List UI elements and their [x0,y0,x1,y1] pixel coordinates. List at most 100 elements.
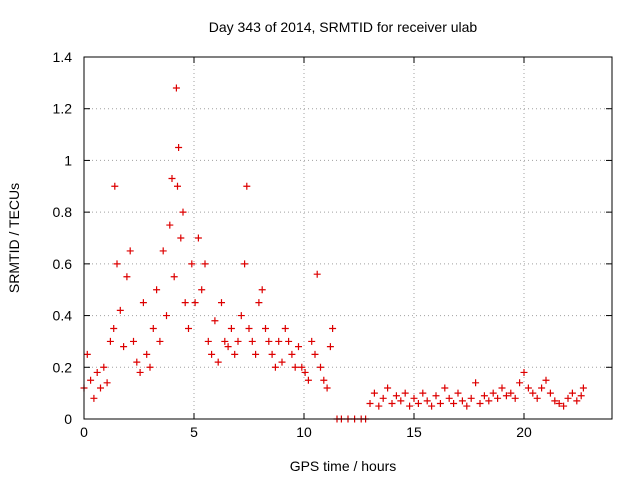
data-point [414,399,422,407]
data-point [143,350,151,358]
data-point [170,273,178,281]
data-point [265,337,273,345]
data-point [397,397,405,405]
data-point [467,394,475,402]
data-point [211,317,219,325]
data-point [234,337,242,345]
data-point [179,208,187,216]
data-point [323,384,331,392]
data-point [555,399,563,407]
data-point [295,343,302,351]
data-point [494,394,502,402]
data-point [546,389,554,397]
data-point [320,376,328,384]
data-point [227,325,235,332]
data-point [255,299,263,307]
data-point [317,363,324,371]
x-tick-label: 10 [296,424,312,440]
data-point [298,363,306,371]
data-point [375,402,383,410]
data-point [560,402,568,410]
data-point [573,397,581,405]
data-point [450,399,458,407]
data-point [268,350,276,358]
data-point [410,394,418,402]
data-point [136,368,144,376]
data-point [388,399,396,407]
data-point [520,368,528,376]
x-tick-label: 0 [80,424,88,440]
data-point [419,389,427,397]
data-point [542,376,550,384]
data-point [111,182,119,190]
data-point [423,397,431,405]
data-point [177,234,185,242]
data-point [476,399,484,407]
data-point [149,325,157,332]
data-point [278,358,286,366]
y-tick-label: 0.6 [53,256,73,272]
data-point [110,325,118,332]
data-point [579,384,587,392]
data-point [163,312,170,320]
data-point [326,343,334,351]
y-tick-label: 0.8 [53,204,73,220]
data-point [194,234,202,242]
data-point [97,384,104,392]
data-point [564,394,572,402]
data-point [252,350,260,358]
data-point [174,182,181,190]
data-point [401,389,409,397]
data-point [498,384,506,392]
data-point [123,273,131,281]
data-point [204,337,212,345]
data-point [288,350,296,358]
data-point [472,379,480,387]
y-tick-label: 1 [64,152,72,168]
data-point [480,392,488,400]
data-point [198,286,206,294]
data-point [90,394,98,402]
data-point [304,376,312,384]
data-point [271,363,279,371]
data-point [113,260,121,268]
data-point [214,358,222,366]
data-point [313,270,321,278]
data-point [392,392,400,400]
grid-lines [84,57,612,419]
data-point [146,363,154,371]
data-point [436,399,444,407]
data-point [568,389,576,397]
data-point [329,325,337,332]
data-point [120,343,128,351]
data-point [511,394,519,402]
data-point [384,384,392,392]
x-axis-label: GPS time / hours [290,458,397,474]
data-point [159,247,167,255]
data-point [248,337,256,345]
data-point [458,397,466,405]
data-point [370,389,378,397]
data-point [153,286,161,294]
data-point [301,368,309,376]
data-point [100,363,108,371]
data-point [231,350,239,358]
data-point [139,299,147,307]
data-point [529,389,537,397]
x-tick-label: 15 [406,424,422,440]
x-tick-label: 5 [190,424,198,440]
data-point [432,392,440,400]
data-point [463,402,471,410]
data-point [454,389,462,397]
y-tick-label: 0 [64,411,72,427]
data-point [218,299,225,307]
data-point [87,376,95,384]
data-point [524,384,532,392]
data-point [156,337,164,345]
y-tick-label: 1.4 [53,49,73,65]
y-axis-label: SRMTID / TECUs [6,183,22,293]
data-point [191,299,199,307]
data-point [201,260,209,268]
data-point [172,84,180,92]
data-point [103,379,111,387]
